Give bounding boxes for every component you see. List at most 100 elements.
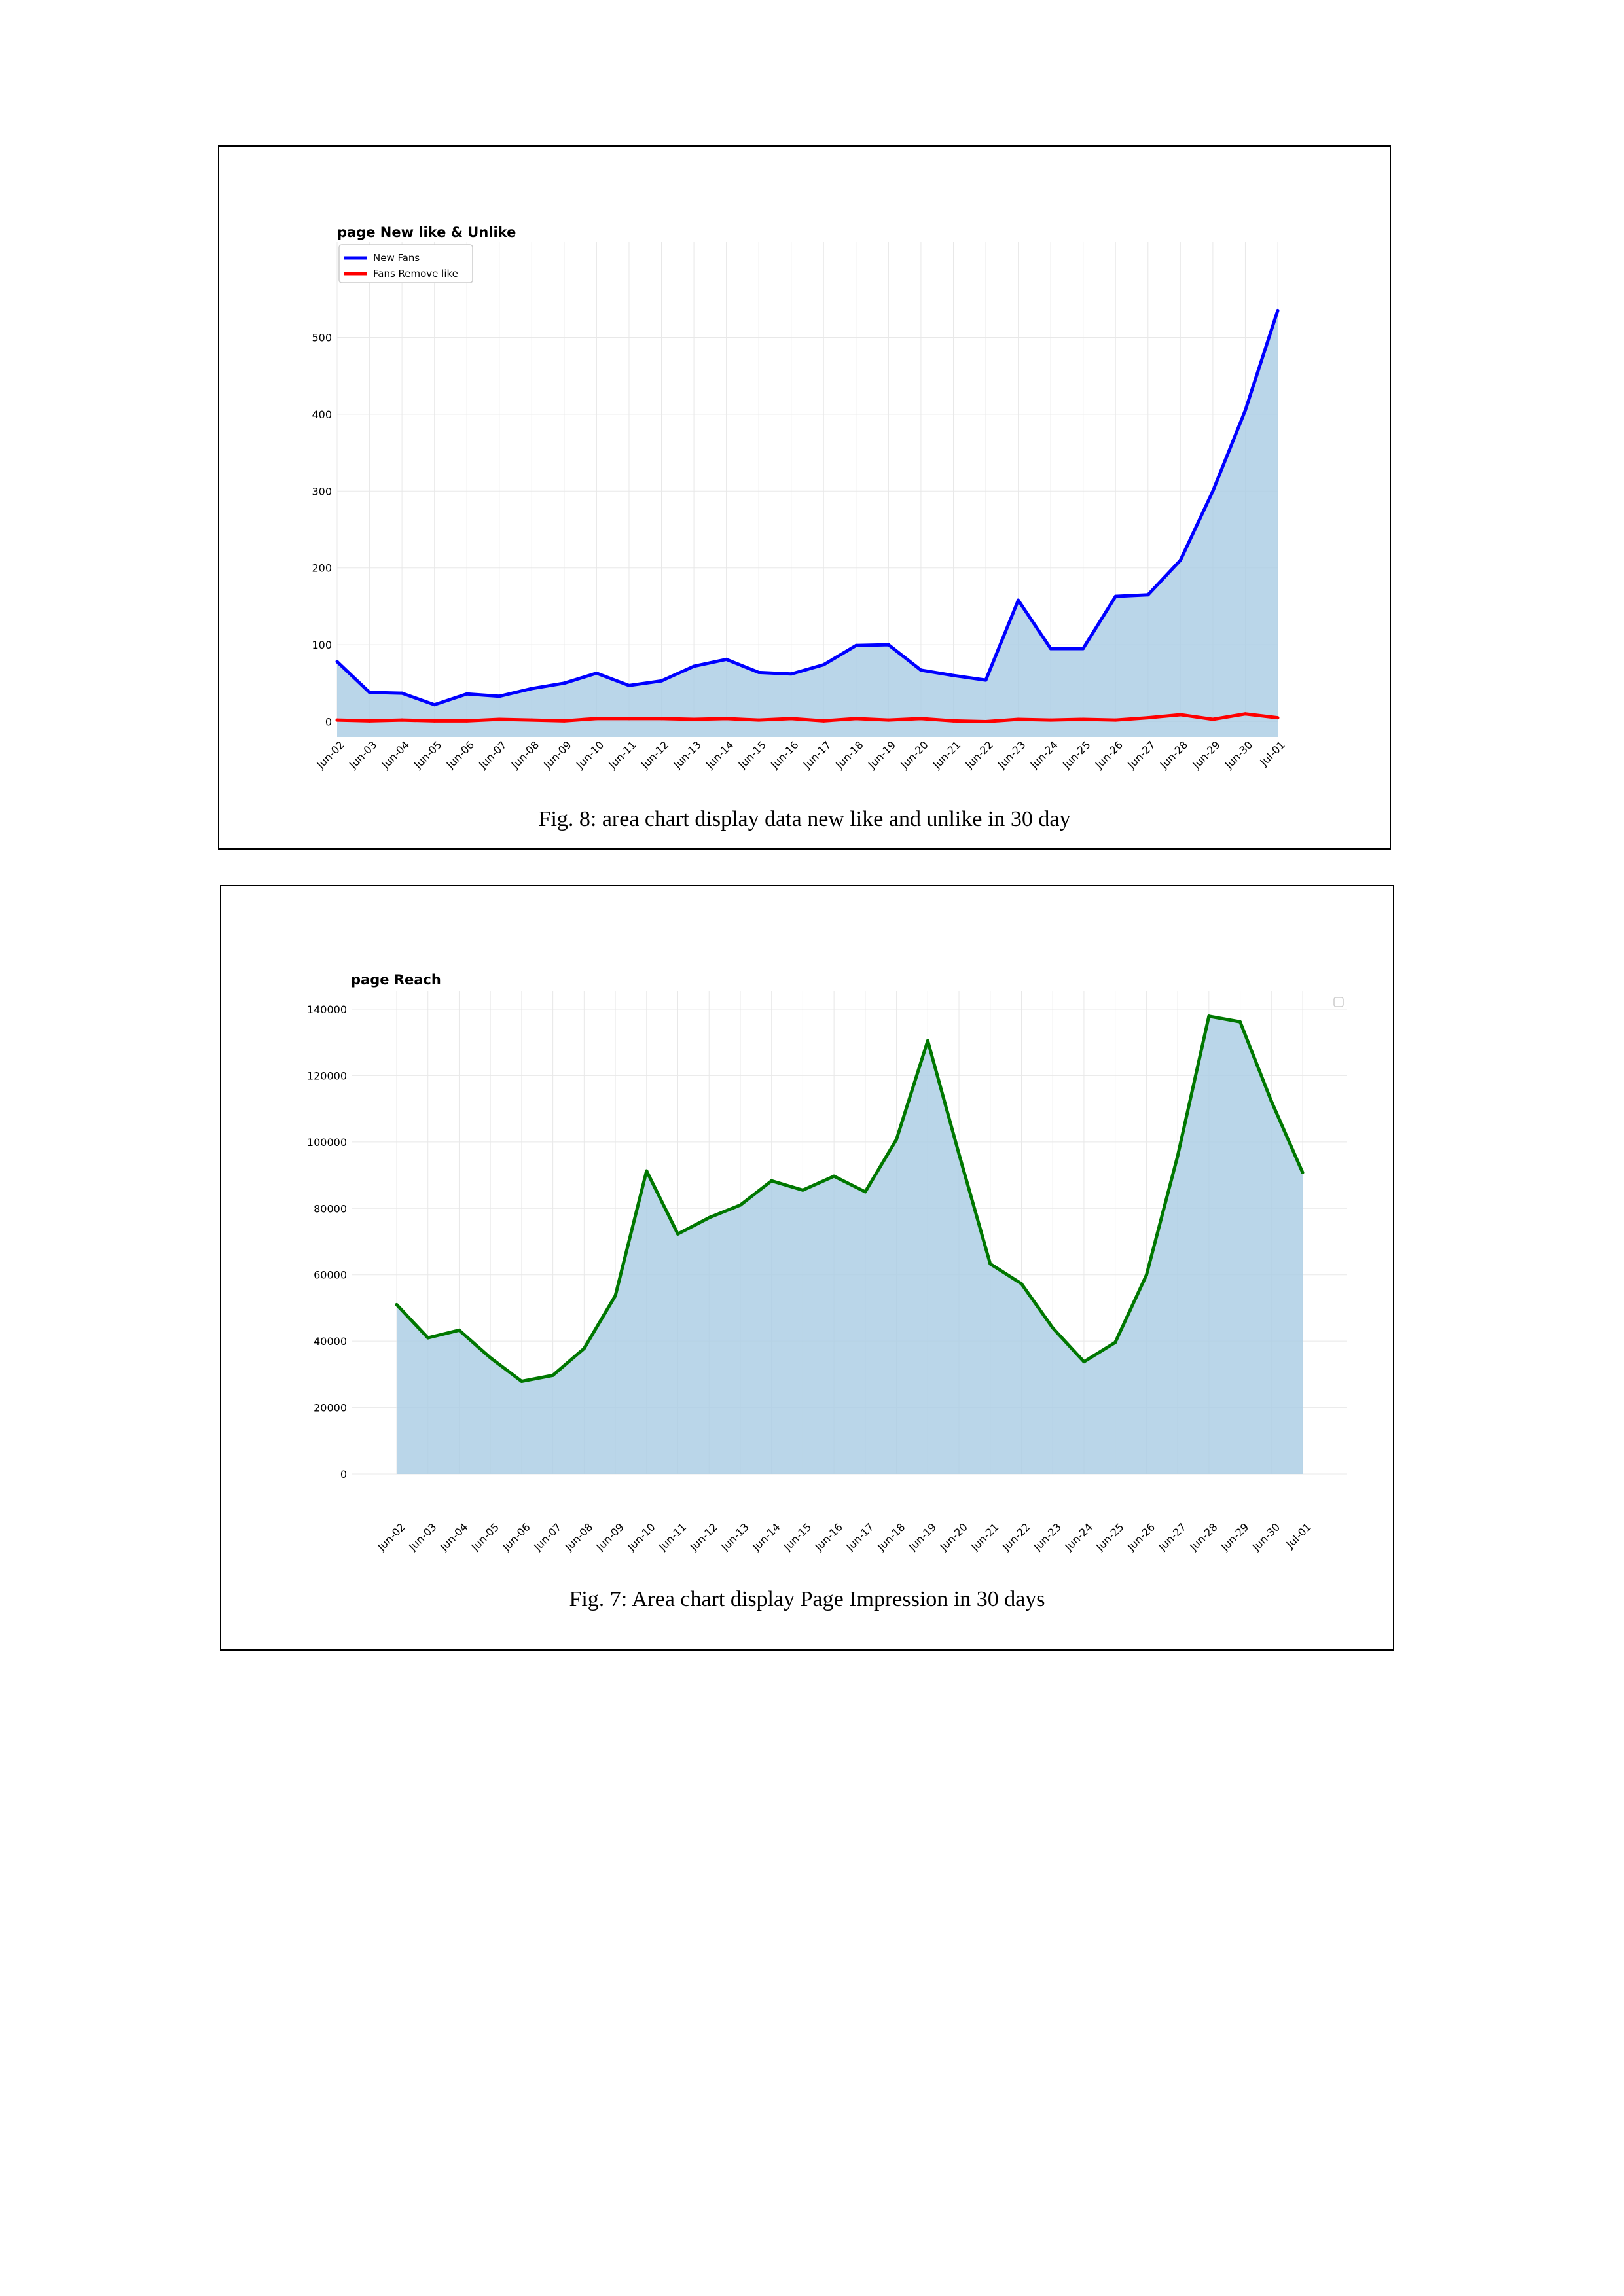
x-tick-label: Jun-28 — [1187, 1520, 1219, 1553]
x-tick-label: Jun-09 — [594, 1520, 626, 1553]
x-tick-label: Jun-07 — [531, 1520, 564, 1553]
series-line-2 — [336, 712, 1278, 724]
y-tick-label: 20000 — [314, 1402, 347, 1414]
data-point — [692, 664, 696, 668]
data-point — [1238, 1020, 1242, 1024]
x-tick-label: Jun-21 — [930, 738, 963, 771]
x-tick-label: Jun-06 — [444, 738, 477, 771]
data-point — [1113, 718, 1117, 722]
legend-label: New Fans — [373, 252, 420, 264]
data-point — [1269, 1099, 1273, 1103]
data-point — [400, 691, 404, 695]
figure-page-reach: 0 20000 40000 60000 80000 100000 120000 140000 J… — [220, 885, 1394, 1651]
data-point — [395, 1302, 399, 1306]
data-point — [1113, 1340, 1117, 1344]
x-tick-label: Jun-02 — [375, 1520, 408, 1553]
chart-title: page New like & Unlike — [337, 224, 516, 240]
x-tick-label: Jun-19 — [906, 1520, 939, 1553]
data-point — [832, 1174, 836, 1178]
x-tick-label: Jun-09 — [541, 738, 573, 771]
data-point — [1211, 489, 1215, 493]
x-tick-label: Jun-29 — [1189, 738, 1222, 771]
x-tick-label: Jun-28 — [1157, 738, 1190, 771]
data-point — [1049, 718, 1053, 722]
x-tick-label: Jun-18 — [833, 738, 865, 771]
data-point — [863, 1190, 867, 1194]
x-tick-label: Jun-19 — [865, 738, 898, 771]
data-point — [821, 663, 825, 667]
y-tick-label: 200 — [312, 562, 332, 575]
x-tick-label: Jun-12 — [638, 738, 671, 771]
x-tick-label: Jun-26 — [1092, 738, 1125, 771]
chart-page-reach: 0 20000 40000 60000 80000 100000 120000 140000 J… — [307, 972, 1347, 1554]
y-tick-label: 60000 — [314, 1269, 347, 1282]
x-tick-label: Jun-11 — [605, 738, 638, 771]
data-point — [457, 1328, 461, 1332]
x-tick-label: Jun-08 — [562, 1520, 595, 1553]
series-line-1 — [336, 310, 1280, 707]
y-tick-label: 100000 — [307, 1136, 347, 1149]
data-point — [725, 717, 729, 721]
data-point — [594, 672, 598, 675]
x-tick-label: Jun-20 — [937, 1520, 970, 1553]
y-tick-label: 0 — [340, 1468, 347, 1480]
x-tick-label: Jun-05 — [411, 738, 444, 771]
x-tick-label: Jun-17 — [801, 738, 833, 771]
data-point — [488, 1356, 492, 1359]
data-point — [886, 718, 890, 722]
x-tick-label: Jun-15 — [736, 738, 768, 771]
data-point — [770, 1179, 774, 1183]
data-point — [895, 1138, 899, 1141]
y-tick-label: 300 — [312, 485, 332, 497]
x-tick-label: Jun-13 — [671, 738, 704, 771]
data-point — [530, 687, 533, 691]
data-point — [926, 1039, 929, 1043]
x-tick-label: Jun-03 — [346, 738, 379, 771]
x-tick-label: Jun-26 — [1125, 1520, 1157, 1553]
x-tick-label: Jun-07 — [476, 738, 509, 771]
data-point — [1049, 647, 1053, 651]
data-point — [530, 718, 533, 722]
data-point — [757, 718, 761, 722]
series-line-1 — [395, 1014, 1305, 1384]
data-point — [919, 717, 923, 721]
data-point — [368, 691, 372, 694]
data-point — [1081, 717, 1085, 721]
x-tick-label: Jul-01 — [1257, 738, 1288, 768]
data-point — [1146, 716, 1150, 720]
x-tick-label: Jun-17 — [843, 1520, 876, 1553]
data-point — [886, 643, 890, 647]
x-tick-label: Jun-14 — [703, 738, 736, 771]
data-point — [433, 703, 437, 707]
data-point — [1301, 1171, 1305, 1175]
legend-box — [1333, 997, 1344, 1007]
data-point — [426, 1336, 430, 1340]
y-tick-label: 120000 — [307, 1069, 347, 1082]
x-tick-label: Jun-15 — [781, 1520, 814, 1553]
data-point — [335, 718, 339, 722]
area-fill — [337, 310, 1278, 737]
legend-label: Fans Remove like — [373, 268, 458, 279]
data-point — [1144, 1273, 1148, 1277]
data-point — [1017, 717, 1020, 721]
x-tick-label: Jun-23 — [995, 738, 1028, 771]
data-point — [1243, 408, 1247, 412]
x-tick-label: Jun-11 — [656, 1520, 689, 1553]
data-point — [854, 717, 858, 721]
data-point — [645, 1169, 649, 1173]
data-point — [1178, 713, 1182, 717]
x-tick-label: Jun-08 — [509, 738, 541, 771]
chart-new-like-unlike: 0 100 200 300 400 500 Jun-02 Jun-03 Jun-04 Jun-05… — [312, 224, 1288, 772]
data-point — [1081, 647, 1085, 651]
x-tick-label: Jun-20 — [897, 738, 930, 771]
data-point — [757, 670, 761, 674]
data-point — [821, 719, 825, 723]
x-tick-label: Jun-29 — [1218, 1520, 1251, 1553]
data-point — [984, 678, 988, 682]
data-point — [1019, 1282, 1023, 1285]
data-point — [551, 1373, 555, 1377]
x-tick-label: Jun-27 — [1156, 1520, 1189, 1553]
y-tick-label: 0 — [325, 716, 332, 728]
x-tick-label: Jun-27 — [1125, 738, 1157, 771]
data-point — [1276, 716, 1280, 720]
